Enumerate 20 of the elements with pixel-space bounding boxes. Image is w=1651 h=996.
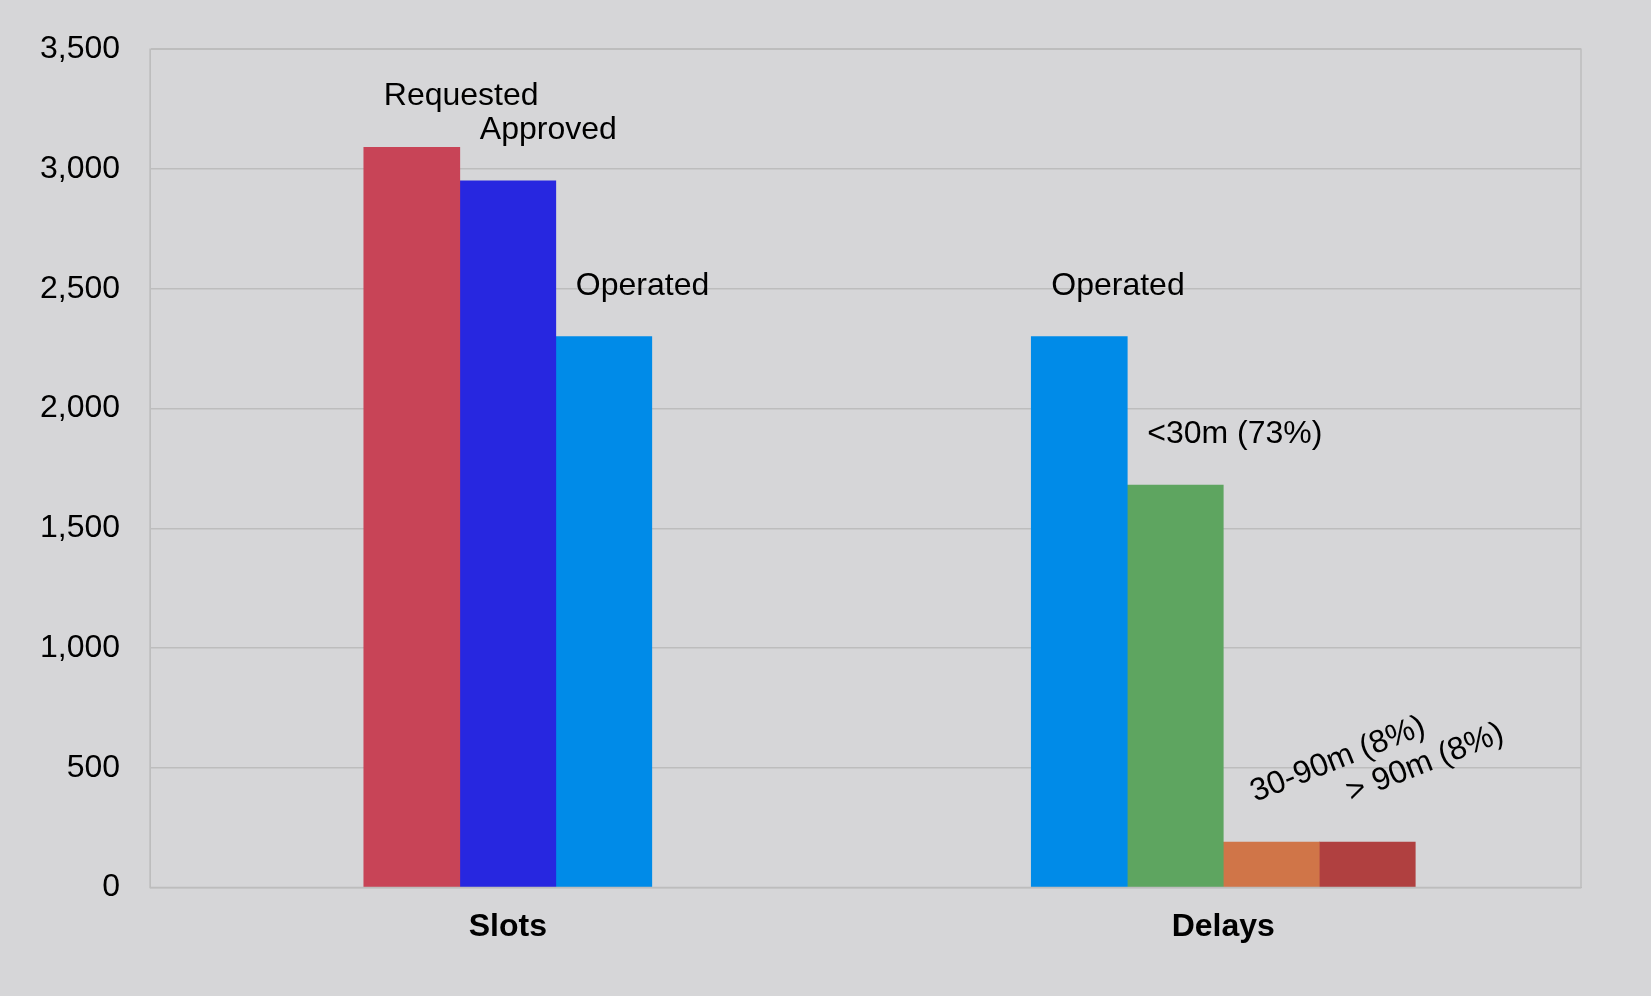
y-tick-label: 3,500 (40, 29, 121, 66)
y-tick-label: 2,500 (40, 268, 121, 305)
series-label: Operated (575, 265, 710, 302)
bar (1126, 484, 1224, 888)
y-tick-label: 3,000 (40, 148, 121, 185)
x-tick-label: Slots (468, 906, 547, 943)
y-tick-label: 2,000 (40, 388, 121, 425)
bar (459, 180, 557, 888)
bar (1318, 841, 1416, 888)
y-tick-label: 1,500 (40, 508, 121, 545)
bar (363, 147, 461, 888)
x-tick-label: Delays (1171, 906, 1275, 943)
y-tick-label: 0 (102, 867, 121, 904)
bar (555, 336, 653, 888)
y-tick-label: 500 (66, 747, 121, 784)
text: Operated (1051, 265, 1185, 302)
bar (1222, 841, 1320, 888)
y-tick-label: 1,000 (40, 627, 121, 664)
series-label: <30m (73%) (1147, 414, 1323, 451)
bar (1030, 336, 1128, 888)
